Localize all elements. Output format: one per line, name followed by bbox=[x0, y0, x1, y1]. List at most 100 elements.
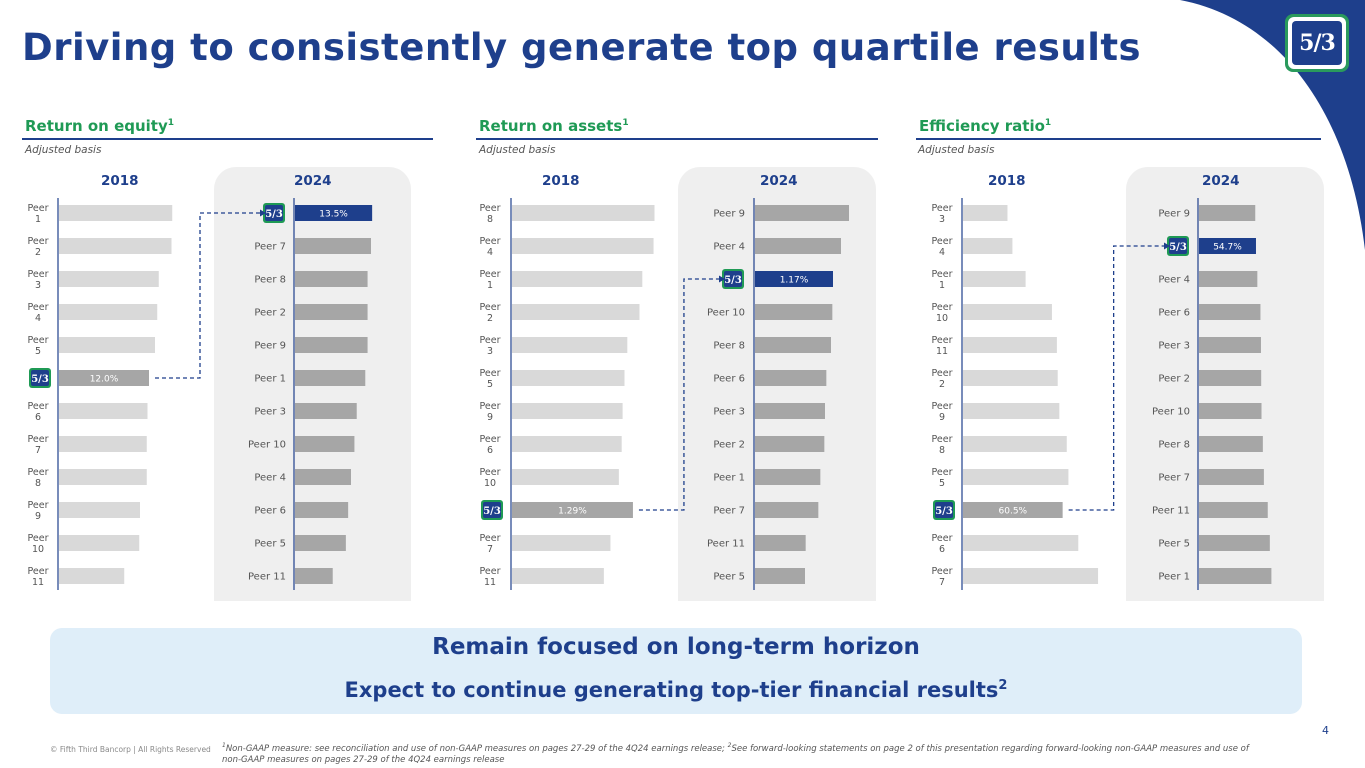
eff-2024-label: Peer 7 bbox=[1158, 473, 1190, 484]
roa-2018-label: Peer bbox=[480, 401, 501, 412]
banner-line-1: Remain focused on long-term horizon bbox=[432, 634, 920, 660]
roa-2024-bar bbox=[755, 271, 833, 287]
roe-2018-label: Peer bbox=[28, 335, 49, 346]
eff-connector bbox=[1068, 245, 1164, 511]
eff-2024-label: Peer 10 bbox=[1152, 407, 1190, 418]
roe-2018-data-label: 12.0% bbox=[90, 375, 119, 385]
roe-2018-label: Peer bbox=[28, 500, 49, 511]
roa-2018-label: 7 bbox=[487, 544, 493, 555]
roe-2018-label: 9 bbox=[35, 511, 41, 522]
roa-2024-bar bbox=[755, 304, 833, 320]
eff-2018-bar bbox=[963, 469, 1069, 485]
roa-2024-bar bbox=[755, 238, 841, 254]
roa-2024-label: Peer 10 bbox=[707, 308, 745, 319]
roe-2018-bar bbox=[59, 337, 155, 353]
roa-2018-data-label: 1.29% bbox=[558, 507, 587, 517]
eff-2018-label: Peer bbox=[932, 467, 953, 478]
roa-2018-label: 11 bbox=[484, 577, 496, 588]
eff-2024-label: Peer 6 bbox=[1158, 308, 1190, 319]
roe-2024-bar bbox=[295, 568, 333, 584]
roa-2024-bar bbox=[755, 568, 805, 584]
roa-2018-bar bbox=[512, 535, 611, 551]
roe-2018-label: 1 bbox=[35, 214, 41, 225]
roa-2018-label: 1 bbox=[487, 280, 493, 291]
roa-2024-bar bbox=[755, 205, 849, 221]
roa-year-2018: 2018 bbox=[542, 173, 580, 189]
roe-connector bbox=[155, 212, 260, 379]
roe-2018-bar bbox=[59, 535, 140, 551]
eff-year-2024: 2024 bbox=[1202, 173, 1240, 189]
eff-2024-label: Peer 8 bbox=[1158, 440, 1190, 451]
eff-2018-label: Peer bbox=[932, 203, 953, 214]
roe-2024-label: Peer 10 bbox=[248, 440, 286, 451]
banner-line-2: Expect to continue generating top-tier f… bbox=[344, 678, 1008, 702]
roe-2018-label: 10 bbox=[32, 544, 44, 555]
roa-2024-data-label: 1.17% bbox=[780, 276, 809, 286]
eff-2018-label: Peer bbox=[932, 269, 953, 280]
roe-2024-label: Peer 9 bbox=[254, 341, 286, 352]
roe-2018-label: 7 bbox=[35, 445, 41, 456]
eff-2018-label: 9 bbox=[939, 412, 945, 423]
brand-logo: 5/3 bbox=[1285, 14, 1349, 72]
roe-2018-label: 8 bbox=[35, 478, 41, 489]
roe-2018-bar bbox=[59, 568, 125, 584]
roa-2018-bar bbox=[512, 403, 623, 419]
roa-2018-bar bbox=[512, 568, 604, 584]
eff-connector-arrow bbox=[1164, 242, 1170, 250]
roa-subtitle: Adjusted basis bbox=[479, 144, 556, 156]
footnote: 1Non-GAAP measure: see reconciliation an… bbox=[222, 742, 1249, 765]
eff-2018-label: Peer bbox=[932, 566, 953, 577]
eff-2018-label: Peer bbox=[932, 533, 953, 544]
roe-2018-bar bbox=[59, 238, 172, 254]
roe-2018-label: Peer bbox=[28, 533, 49, 544]
roa-2018-label: Peer bbox=[480, 566, 501, 577]
roe-2024-bar bbox=[295, 370, 366, 386]
roe-year-2018: 2018 bbox=[101, 173, 139, 189]
roa-2018-bar bbox=[512, 436, 622, 452]
roa-2018-label: 9 bbox=[487, 412, 493, 423]
roe-2024-bar bbox=[295, 535, 346, 551]
roa-2024-label: Peer 8 bbox=[713, 341, 745, 352]
eff-subtitle: Adjusted basis bbox=[918, 144, 995, 156]
eff-2018-label: 7 bbox=[939, 577, 945, 588]
eff-2018-bar bbox=[963, 205, 1008, 221]
roe-2018-label: Peer bbox=[28, 236, 49, 247]
roa-2024-label: Peer 11 bbox=[707, 539, 745, 550]
eff-2018-data-label: 60.5% bbox=[999, 507, 1028, 517]
roa-2018-label: Peer bbox=[480, 434, 501, 445]
roe-2018-label: Peer bbox=[28, 401, 49, 412]
roa-2018-bar bbox=[512, 502, 633, 518]
roe-2018-label: Peer bbox=[28, 566, 49, 577]
eff-2018-label: Peer bbox=[932, 335, 953, 346]
roa-connector bbox=[638, 278, 719, 511]
roe-2018-label: Peer bbox=[28, 203, 49, 214]
roa-2018-label: Peer bbox=[480, 302, 501, 313]
eff-2024-label: Peer 9 bbox=[1158, 209, 1190, 220]
roa-2024-bar bbox=[755, 436, 825, 452]
eff-2018-label: 8 bbox=[939, 445, 945, 456]
roa-2018-bar bbox=[512, 304, 640, 320]
roa-2024-bar bbox=[755, 337, 831, 353]
eff-2018-bar bbox=[963, 535, 1079, 551]
roa-2018-label: 2 bbox=[487, 313, 493, 324]
roa-2018-label: Peer bbox=[480, 335, 501, 346]
roa-2018-label: 8 bbox=[487, 214, 493, 225]
roe-2018-bar bbox=[59, 271, 159, 287]
roe-2024-bar bbox=[295, 403, 357, 419]
roa-2018-label: Peer bbox=[480, 368, 501, 379]
roe-year-2024: 2024 bbox=[294, 173, 332, 189]
eff-2024-bar bbox=[1199, 436, 1263, 452]
eff-2018-label: Peer bbox=[932, 401, 953, 412]
roe-2024-bar bbox=[295, 337, 368, 353]
roe-2024-bar bbox=[295, 502, 349, 518]
eff-2024-bar bbox=[1199, 370, 1262, 386]
eff-2018-bar bbox=[963, 238, 1013, 254]
roa-2024-fitb-logo-text: 5/3 bbox=[724, 275, 742, 286]
eff-title: Efficiency ratio1 bbox=[919, 117, 1052, 135]
roe-2024-bar bbox=[295, 469, 351, 485]
roa-2018-label: Peer bbox=[480, 467, 501, 478]
roe-2024-label: Peer 11 bbox=[248, 572, 286, 583]
roe-2018-bar bbox=[59, 436, 147, 452]
roa-2024-label: Peer 7 bbox=[713, 506, 745, 517]
roa-title: Return on assets1 bbox=[479, 117, 629, 135]
